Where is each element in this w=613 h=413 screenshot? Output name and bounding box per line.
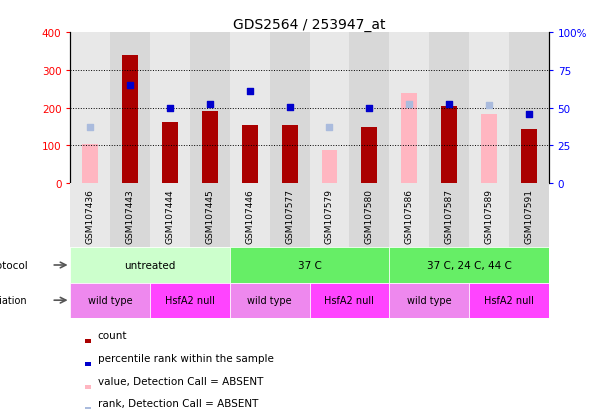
Point xyxy=(484,102,494,109)
Point xyxy=(444,101,454,108)
Bar xyxy=(85,385,91,389)
Bar xyxy=(322,151,337,184)
Bar xyxy=(230,184,270,248)
Bar xyxy=(123,56,139,184)
Bar xyxy=(70,184,110,248)
Bar xyxy=(242,126,258,184)
Text: untreated: untreated xyxy=(124,260,176,271)
Bar xyxy=(389,283,469,318)
Point xyxy=(86,124,96,131)
Bar xyxy=(202,112,218,184)
Text: GSM107579: GSM107579 xyxy=(325,189,334,244)
Bar xyxy=(230,283,310,318)
Bar xyxy=(150,283,230,318)
Bar xyxy=(83,144,99,184)
Text: GSM107580: GSM107580 xyxy=(365,189,374,244)
Title: GDS2564 / 253947_at: GDS2564 / 253947_at xyxy=(234,18,386,32)
Point xyxy=(325,124,335,131)
Point xyxy=(166,106,175,112)
Text: GSM107587: GSM107587 xyxy=(444,189,454,244)
Text: wild type: wild type xyxy=(248,295,292,306)
Bar xyxy=(429,184,469,248)
Bar xyxy=(362,127,377,184)
Bar xyxy=(150,184,190,248)
Bar xyxy=(270,184,310,248)
Text: GSM107444: GSM107444 xyxy=(166,189,175,243)
Text: GSM107445: GSM107445 xyxy=(205,189,215,244)
Bar xyxy=(509,184,549,248)
Bar xyxy=(521,130,537,184)
Bar xyxy=(270,33,310,184)
Text: HsfA2 null: HsfA2 null xyxy=(165,295,215,306)
Text: value, Detection Call = ABSENT: value, Detection Call = ABSENT xyxy=(98,376,263,386)
Bar xyxy=(310,184,349,248)
Bar xyxy=(85,339,91,344)
Text: wild type: wild type xyxy=(407,295,451,306)
Text: HsfA2 null: HsfA2 null xyxy=(324,295,375,306)
Text: GSM107591: GSM107591 xyxy=(524,189,533,244)
Text: wild type: wild type xyxy=(88,295,132,306)
Bar xyxy=(282,126,298,184)
Text: GSM107586: GSM107586 xyxy=(405,189,414,244)
Bar xyxy=(469,33,509,184)
Text: 37 C: 37 C xyxy=(298,260,321,271)
Bar xyxy=(349,33,389,184)
Bar xyxy=(70,283,150,318)
Bar xyxy=(389,33,429,184)
Bar xyxy=(469,283,549,318)
Text: GSM107436: GSM107436 xyxy=(86,189,95,244)
Text: 37 C, 24 C, 44 C: 37 C, 24 C, 44 C xyxy=(427,260,511,271)
Point xyxy=(364,106,374,112)
Point xyxy=(284,104,294,111)
Bar xyxy=(349,184,389,248)
Bar xyxy=(441,107,457,184)
Bar xyxy=(429,33,469,184)
Text: percentile rank within the sample: percentile rank within the sample xyxy=(98,353,273,363)
Text: GSM107443: GSM107443 xyxy=(126,189,135,244)
Bar xyxy=(402,94,417,184)
Bar xyxy=(190,33,230,184)
Bar xyxy=(469,184,509,248)
Bar xyxy=(230,248,389,283)
Text: count: count xyxy=(98,330,128,340)
Bar xyxy=(310,33,349,184)
Text: GSM107577: GSM107577 xyxy=(285,189,294,244)
Bar xyxy=(110,33,150,184)
Bar xyxy=(85,408,91,412)
Bar xyxy=(70,33,110,184)
Point xyxy=(524,112,533,118)
Point xyxy=(205,101,215,108)
Bar xyxy=(150,33,190,184)
Text: rank, Detection Call = ABSENT: rank, Detection Call = ABSENT xyxy=(98,399,258,408)
Bar xyxy=(70,248,230,283)
Bar xyxy=(481,115,497,184)
Bar xyxy=(509,33,549,184)
Bar xyxy=(85,362,91,366)
Bar xyxy=(190,184,230,248)
Text: GSM107446: GSM107446 xyxy=(245,189,254,244)
Bar xyxy=(110,184,150,248)
Point xyxy=(245,89,255,95)
Bar xyxy=(310,283,389,318)
Text: GSM107589: GSM107589 xyxy=(484,189,493,244)
Bar xyxy=(389,184,429,248)
Bar xyxy=(162,122,178,184)
Bar xyxy=(389,248,549,283)
Text: protocol: protocol xyxy=(0,260,28,271)
Bar xyxy=(230,33,270,184)
Point xyxy=(405,101,414,108)
Point xyxy=(125,83,135,89)
Text: HsfA2 null: HsfA2 null xyxy=(484,295,534,306)
Text: genotype/variation: genotype/variation xyxy=(0,295,28,306)
